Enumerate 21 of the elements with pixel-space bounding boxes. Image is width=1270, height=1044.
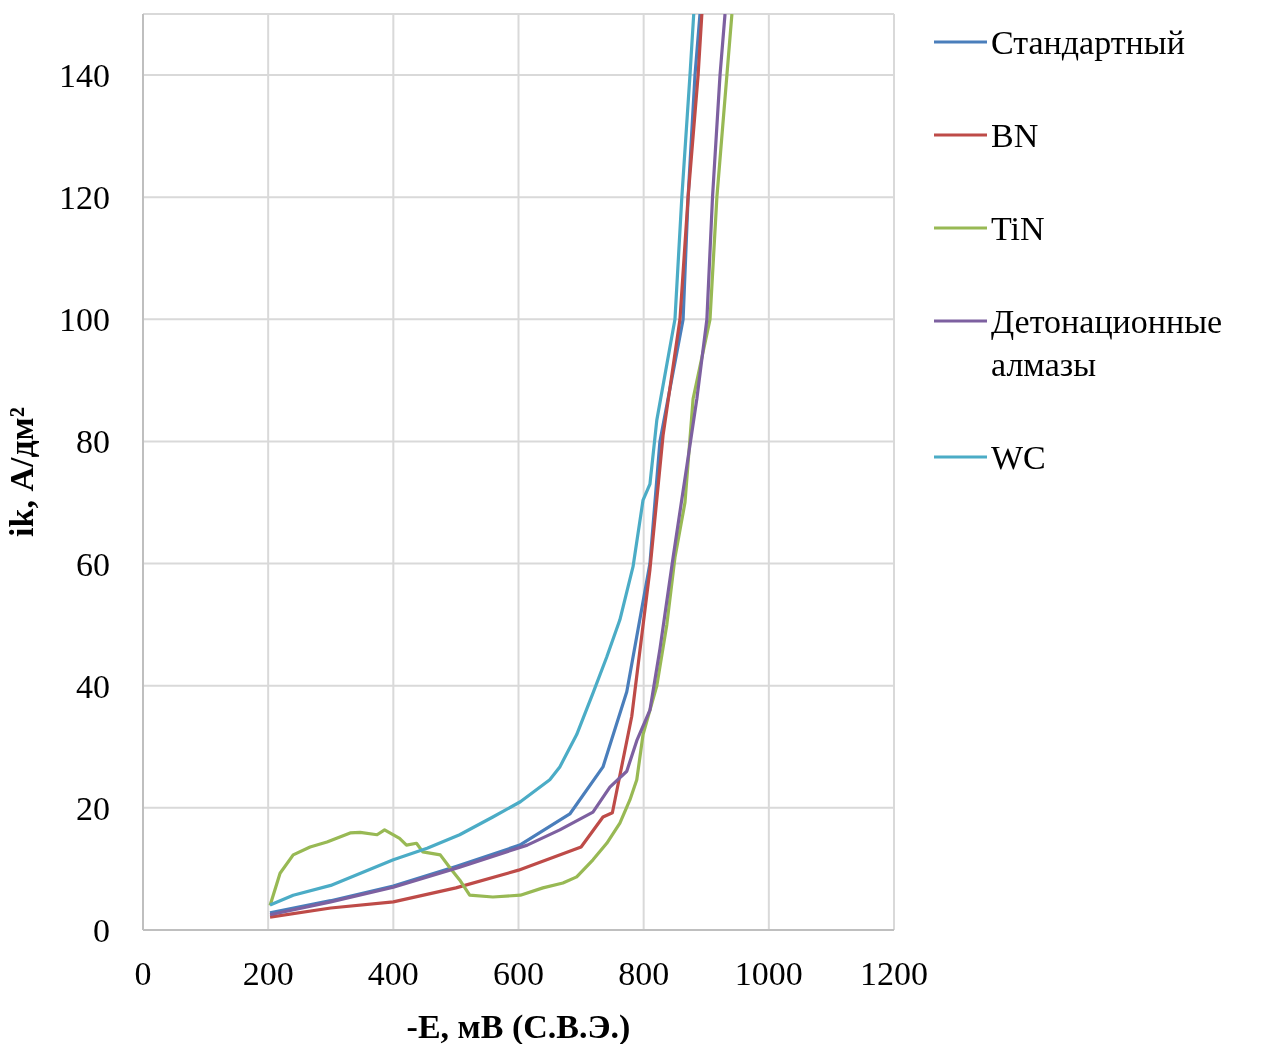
y-tick-label: 20: [76, 789, 110, 827]
y-tick-label: 60: [76, 545, 110, 583]
x-tick-label: 1200: [860, 955, 928, 992]
legend-label: Детонационные алмазы: [991, 302, 1223, 383]
x-tick-label: 600: [493, 955, 544, 992]
legend-label: WC: [991, 438, 1046, 476]
x-tick-label: 400: [367, 955, 419, 992]
legend-label: Стандартный: [991, 23, 1185, 61]
x-tick-label: 1000: [734, 955, 803, 992]
x-tick-label: 800: [618, 955, 670, 992]
y-axis-title: ik, А/дм²: [3, 407, 40, 537]
y-tick-label: 0: [93, 911, 110, 949]
y-tick-label: 40: [76, 667, 110, 705]
legend-label: TiN: [991, 209, 1045, 247]
legend-label: BN: [991, 116, 1039, 154]
x-tick-label: 0: [134, 955, 152, 992]
y-tick-label: 80: [76, 423, 110, 461]
y-tick-label: 100: [59, 301, 110, 339]
y-tick-label: 140: [59, 56, 110, 94]
x-tick-label: 200: [242, 955, 294, 992]
y-tick-label: 120: [59, 179, 110, 217]
